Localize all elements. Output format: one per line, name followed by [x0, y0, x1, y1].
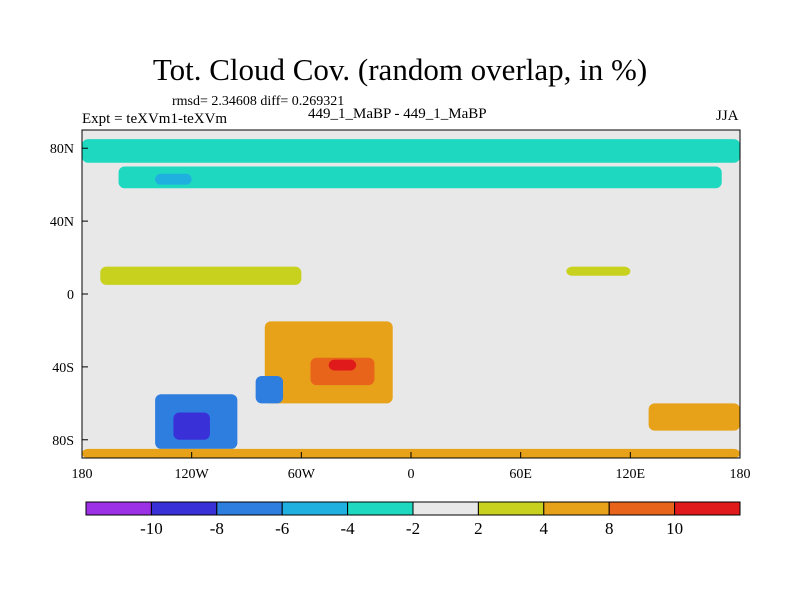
- x-tick-label: 60E: [509, 467, 532, 482]
- experiment-label: Expt = teXVm1-teXVm: [82, 111, 228, 127]
- colorbar-box: [608, 501, 676, 516]
- colorbar-label: -6: [275, 519, 289, 538]
- colorbar-label: -8: [210, 519, 224, 538]
- axis-ticks: 180 120W 60W 0 60E 120E 180 80N 40N 0 40S 80S: [50, 142, 751, 482]
- colorbar: -10 -8 -6 -4 -2 2 4 8 10: [85, 501, 741, 538]
- colorbar-box: [150, 501, 218, 516]
- colorbar-label: -4: [341, 519, 356, 538]
- region-drake-passage-negative: [255, 376, 284, 404]
- colorbar-label: 4: [540, 519, 549, 538]
- colorbar-label: 10: [666, 519, 683, 538]
- region-tropical-positive-band-east: [566, 266, 631, 276]
- runs-label: 449_1_MaBP - 449_1_MaBP: [308, 106, 487, 122]
- region-arctic-negative-band-1: [82, 139, 740, 163]
- region-tropical-positive-band: [100, 266, 302, 285]
- colorbar-box: [347, 501, 414, 516]
- x-tick-label: 0: [408, 467, 415, 482]
- colorbar-label: -10: [140, 519, 163, 538]
- region-arctic-negative-band-2: [118, 166, 722, 189]
- colorbar-label: -2: [406, 519, 420, 538]
- x-tick-label: 120W: [175, 467, 210, 482]
- x-tick-label: 60W: [288, 467, 316, 482]
- colorbar-box: [674, 501, 741, 516]
- y-tick-label: 40S: [52, 361, 74, 376]
- x-tick-label: 180: [730, 467, 751, 482]
- colorbar-box: [543, 501, 610, 516]
- y-tick-label: 0: [67, 288, 74, 303]
- stats-text: rmsd= 2.34608 diff= 0.269321: [172, 94, 345, 109]
- x-tick-label: 180: [72, 467, 93, 482]
- y-tick-label: 40N: [50, 215, 74, 230]
- y-tick-label: 80S: [52, 434, 74, 449]
- colorbar-label: 2: [474, 519, 483, 538]
- colorbar-box: [216, 501, 283, 516]
- plot-area: [81, 129, 741, 459]
- region-southern-indian-positive: [648, 403, 740, 431]
- x-tick-label: 120E: [616, 467, 646, 482]
- season-label: JJA: [716, 108, 739, 124]
- colorbar-box: [281, 501, 349, 516]
- region-north-pacific-patch: [155, 173, 192, 185]
- region-south-atlantic-max: [328, 359, 357, 371]
- chart-title: Tot. Cloud Cov. (random overlap, in %): [152, 52, 648, 87]
- region-south-atlantic-core: [310, 357, 375, 386]
- colorbar-label: 8: [605, 519, 614, 538]
- colorbar-box: [412, 501, 479, 516]
- region-south-pacific-negative-core: [173, 412, 210, 440]
- colorbar-box: [477, 501, 545, 516]
- colorbar-box: [85, 501, 152, 516]
- y-tick-label: 80N: [50, 142, 74, 157]
